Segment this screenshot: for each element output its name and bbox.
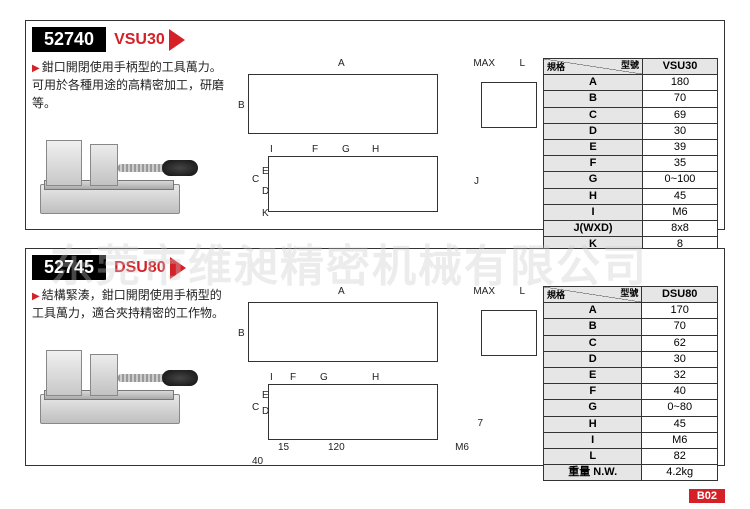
spec-header-model: DSU80: [642, 287, 718, 303]
spec-val: 35: [642, 156, 717, 172]
product-card-dsu80: 52745 DSU80 ▶結構緊湊，鉗口開閉使用手柄型的工具萬力，適合夾持精密的…: [25, 248, 725, 466]
spec-val: 32: [642, 367, 718, 383]
spec-val: 70: [642, 91, 717, 107]
description: ▶鉗口開閉使用手柄型的工具萬力。可用於各種用途的高精密加工，研磨等。: [32, 58, 232, 112]
spec-key: L: [544, 448, 642, 464]
dim-label: E: [262, 390, 269, 401]
dim-label: G: [342, 144, 350, 155]
dim-label: M6: [455, 442, 469, 453]
dim-label: D: [262, 186, 269, 197]
spec-key: D: [544, 123, 643, 139]
spec-table: 規格 型號 DSU80 A170 B70 C62 D30 E32 F40 G0~…: [543, 286, 718, 481]
spec-val: 82: [642, 448, 718, 464]
spec-key: A: [544, 303, 642, 319]
dim-label: MAX: [473, 286, 495, 297]
dim-label: B: [238, 100, 245, 111]
dim-label: A: [338, 58, 345, 69]
spec-key: B: [544, 319, 642, 335]
spec-header-split: 規格 型號: [544, 59, 643, 75]
spec-key: F: [544, 384, 642, 400]
spec-val: 30: [642, 351, 718, 367]
description: ▶結構緊湊，鉗口開閉使用手柄型的工具萬力，適合夾持精密的工作物。: [32, 286, 232, 322]
spec-val: M6: [642, 432, 718, 448]
chevron-icon: [169, 29, 185, 51]
dim-label: H: [372, 144, 379, 155]
dim-label: E: [262, 166, 269, 177]
dim-label: 7: [477, 418, 483, 429]
dim-label: G: [320, 372, 328, 383]
bullet-icon: ▶: [32, 63, 40, 74]
spec-val: 45: [642, 416, 718, 432]
product-header: 52740 VSU30: [32, 27, 718, 52]
spec-key: B: [544, 91, 643, 107]
spec-val: 70: [642, 319, 718, 335]
page-number-badge: B02: [689, 489, 725, 503]
dim-label: C: [252, 402, 259, 413]
dim-label: I: [270, 144, 273, 155]
model-text: VSU30: [106, 31, 169, 49]
dim-label: J: [474, 176, 479, 187]
dim-label: H: [372, 372, 379, 383]
model-tag: DSU80: [106, 257, 186, 279]
engineering-diagram: A MAX L B I F G H C E D J K: [238, 58, 543, 228]
spec-val: 0~100: [642, 172, 717, 188]
bullet-icon: ▶: [32, 291, 40, 302]
spec-val: 39: [642, 139, 717, 155]
dim-label: 40: [252, 456, 263, 467]
dim-label: F: [290, 372, 296, 383]
dim-label: MAX: [473, 58, 495, 69]
spec-val: 30: [642, 123, 717, 139]
spec-key: D: [544, 351, 642, 367]
spec-val: 69: [642, 107, 717, 123]
dim-label: F: [312, 144, 318, 155]
spec-val: 40: [642, 384, 718, 400]
spec-key: H: [544, 416, 642, 432]
spec-val: 45: [642, 188, 717, 204]
product-photo: [32, 118, 207, 218]
product-header: 52745 DSU80: [32, 255, 718, 280]
chevron-icon: [170, 257, 186, 279]
spec-val: 4.2kg: [642, 465, 718, 481]
dim-label: A: [338, 286, 345, 297]
spec-key: C: [544, 335, 642, 351]
description-text: 鉗口開閉使用手柄型的工具萬力。可用於各種用途的高精密加工，研磨等。: [32, 60, 224, 110]
product-photo: [32, 328, 207, 428]
spec-val: 8x8: [642, 220, 717, 236]
spec-key: C: [544, 107, 643, 123]
model-text: DSU80: [106, 259, 170, 277]
dim-label: 15: [278, 442, 289, 453]
spec-key: F: [544, 156, 643, 172]
dim-label: D: [262, 406, 269, 417]
dim-label: B: [238, 328, 245, 339]
dim-label: C: [252, 174, 259, 185]
spec-val: M6: [642, 204, 717, 220]
dim-label: K: [262, 208, 269, 219]
engineering-diagram: A MAX L B I F G H C E D 7 15 120 M6 40: [238, 286, 543, 456]
product-card-vsu30: 52740 VSU30 ▶鉗口開閉使用手柄型的工具萬力。可用於各種用途的高精密加…: [25, 20, 725, 230]
sku-badge: 52745: [32, 255, 106, 280]
spec-val: 62: [642, 335, 718, 351]
dim-label: I: [270, 372, 273, 383]
dim-label: L: [519, 58, 525, 69]
spec-header-split: 規格 型號: [544, 287, 642, 303]
spec-key: A: [544, 75, 643, 91]
spec-key: E: [544, 139, 643, 155]
model-tag: VSU30: [106, 29, 185, 51]
spec-key: H: [544, 188, 643, 204]
spec-val: 180: [642, 75, 717, 91]
spec-header-model: VSU30: [642, 59, 717, 75]
spec-key: G: [544, 172, 643, 188]
spec-val: 0~80: [642, 400, 718, 416]
spec-key: I: [544, 432, 642, 448]
sku-badge: 52740: [32, 27, 106, 52]
spec-key: 重量 N.W.: [544, 465, 642, 481]
spec-key: J(WXD): [544, 220, 643, 236]
spec-key: E: [544, 367, 642, 383]
dim-label: 120: [328, 442, 345, 453]
spec-val: 170: [642, 303, 718, 319]
spec-key: G: [544, 400, 642, 416]
dim-label: L: [519, 286, 525, 297]
description-text: 結構緊湊，鉗口開閉使用手柄型的工具萬力，適合夾持精密的工作物。: [32, 288, 224, 320]
spec-key: I: [544, 204, 643, 220]
